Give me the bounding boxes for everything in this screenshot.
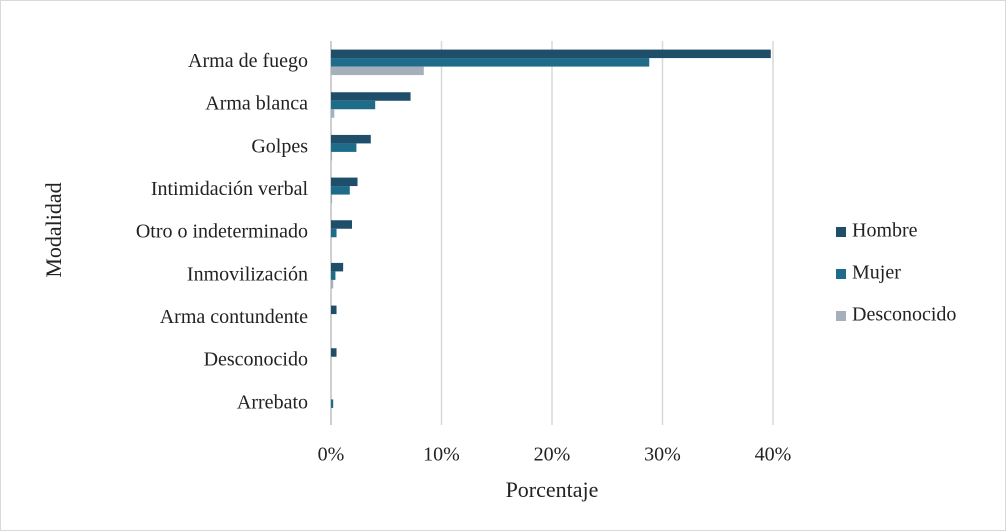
bar — [331, 262, 344, 272]
bar — [331, 134, 371, 144]
legend-label: Desconocido — [852, 304, 956, 326]
x-tick-label: 20% — [534, 444, 571, 466]
y-tick-label: Arma de fuego — [188, 50, 308, 72]
x-tick-label: 0% — [318, 444, 345, 466]
bar — [331, 271, 336, 280]
bar — [331, 143, 357, 152]
bar — [331, 92, 411, 101]
legend-swatch — [836, 227, 846, 237]
y-tick-label: Arrebato — [237, 391, 308, 413]
bar — [331, 66, 424, 76]
y-tick-label: Intimidación verbal — [151, 178, 309, 200]
y-tick-label: Golpes — [251, 135, 308, 157]
x-tick-label: 40% — [755, 444, 792, 466]
bar — [331, 228, 337, 238]
x-tick-label: 30% — [644, 444, 681, 466]
bar — [331, 348, 337, 357]
y-tick-label: Arma contundente — [160, 306, 308, 328]
bar — [331, 399, 334, 408]
y-tick-label: Arma blanca — [205, 93, 308, 115]
bar — [331, 100, 376, 110]
legend-swatch — [836, 311, 846, 321]
legend-label: Mujer — [852, 262, 901, 284]
bar — [331, 186, 350, 195]
y-tick-label: Desconocido — [204, 349, 308, 371]
legend-swatch — [836, 269, 846, 279]
bar — [331, 279, 334, 289]
bar — [331, 49, 771, 59]
bar — [331, 305, 337, 315]
y-tick-label: Otro o indeterminado — [136, 221, 308, 243]
bar — [331, 177, 358, 187]
bar — [331, 58, 650, 67]
bar — [331, 220, 352, 229]
y-tick-label: Inmovilización — [187, 263, 308, 285]
bar — [331, 109, 335, 118]
y-axis-title: Modalidad — [41, 182, 66, 277]
legend-label: Hombre — [852, 220, 918, 242]
x-axis-title: Porcentaje — [506, 477, 599, 502]
bar — [331, 194, 333, 204]
x-tick-label: 10% — [423, 444, 460, 466]
bar — [331, 151, 333, 161]
